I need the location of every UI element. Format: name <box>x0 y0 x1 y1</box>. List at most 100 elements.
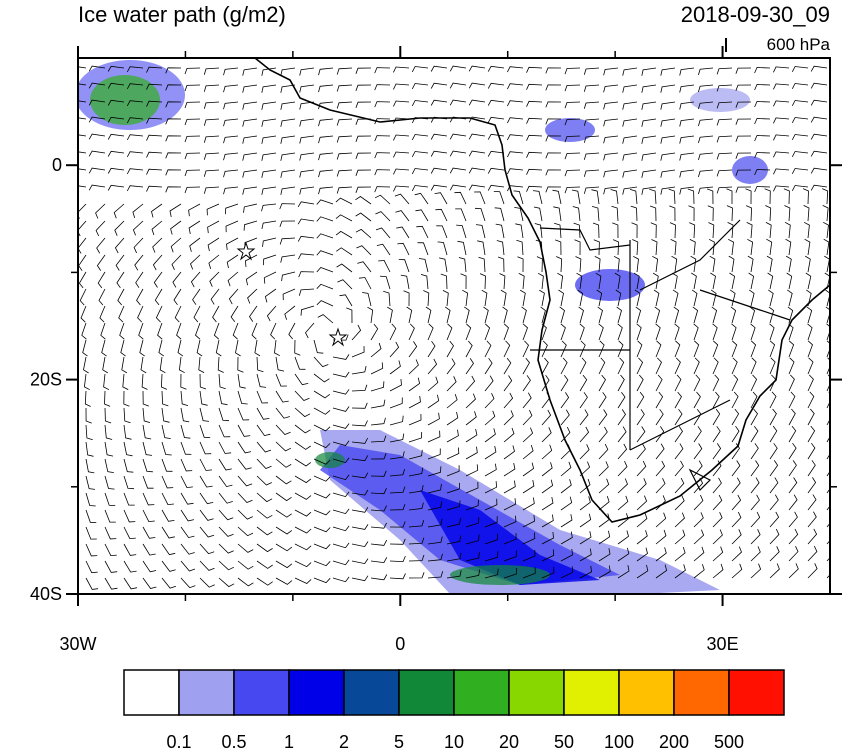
wind-barb <box>218 543 234 554</box>
wind-barb <box>464 306 470 324</box>
wind-barb <box>425 306 432 324</box>
wind-barb <box>769 425 778 443</box>
wind-barb <box>332 371 350 378</box>
wind-barb <box>335 197 353 205</box>
wind-barb <box>750 323 756 341</box>
wind-barb <box>803 221 810 239</box>
wind-barb <box>212 305 220 323</box>
wind-barb <box>430 150 448 157</box>
wind-barb <box>165 118 182 125</box>
wind-barb <box>598 409 608 426</box>
wind-barb <box>769 374 776 392</box>
wind-barb <box>180 390 189 406</box>
wind-barb <box>560 479 572 494</box>
wind-barb <box>427 430 441 443</box>
wind-barb <box>416 225 429 239</box>
wind-barb <box>275 560 293 569</box>
wind-barb <box>503 498 517 511</box>
wind-barb <box>104 577 118 590</box>
wind-barb <box>375 227 391 239</box>
wind-barb <box>339 294 353 307</box>
wind-barb <box>180 424 191 439</box>
wind-barb <box>161 441 172 456</box>
wind-barb <box>199 424 211 438</box>
wind-barb <box>275 441 292 452</box>
wind-barb <box>522 515 536 528</box>
wind-barb <box>217 356 224 373</box>
wind-barb <box>297 218 315 225</box>
wind-barb <box>85 424 93 441</box>
wind-barb <box>785 255 792 273</box>
wind-barb <box>78 168 87 171</box>
wind-barb <box>85 407 92 424</box>
wind-barb <box>297 235 315 242</box>
wind-barb <box>275 390 289 403</box>
wind-barb <box>180 475 193 489</box>
wind-barb <box>522 409 533 426</box>
wind-barb <box>370 323 379 341</box>
wind-barb <box>85 458 95 474</box>
wind-barb <box>617 478 628 494</box>
wind-barb <box>693 529 705 545</box>
wind-barb <box>78 100 87 103</box>
wind-barb <box>503 340 511 358</box>
wind-barb <box>435 208 448 222</box>
wind-barb <box>522 532 536 545</box>
wind-barb <box>679 84 695 93</box>
wind-barb <box>708 238 715 256</box>
wind-barb <box>218 407 230 422</box>
wind-barb <box>503 533 517 545</box>
wind-barb <box>370 488 387 495</box>
x-tick-label: 30E <box>707 634 739 654</box>
wind-barb <box>598 461 609 477</box>
wind-barb <box>362 292 372 307</box>
wind-barb <box>807 425 816 443</box>
wind-barb <box>237 458 252 470</box>
wind-barb <box>674 357 681 375</box>
wind-barb <box>595 272 602 290</box>
wind-barb <box>298 253 315 260</box>
wind-barb <box>190 254 201 270</box>
wind-barb <box>465 534 480 545</box>
wind-barb <box>541 392 551 409</box>
wind-barb <box>107 150 125 157</box>
wind-barb <box>788 357 795 375</box>
wind-barb <box>636 530 648 545</box>
wind-barb <box>712 323 718 341</box>
wind-barb <box>117 288 125 306</box>
wind-barb <box>655 409 664 426</box>
wind-barb <box>791 168 809 174</box>
wind-barb <box>468 99 486 106</box>
wind-barb <box>227 271 239 287</box>
wind-barb <box>545 186 562 193</box>
wind-barb <box>731 374 739 392</box>
wind-barb <box>275 458 292 468</box>
wind-barb <box>370 539 388 546</box>
wind-barb <box>313 492 331 499</box>
wind-barb <box>203 67 220 75</box>
wind-barb <box>406 306 413 324</box>
wind-barb <box>711 306 718 324</box>
wind-barb <box>137 305 144 323</box>
wind-barb <box>408 359 419 375</box>
wind-barb <box>378 259 391 273</box>
wind-barb <box>427 553 443 562</box>
wind-barb <box>579 531 592 545</box>
wind-barb <box>389 341 400 358</box>
wind-barb <box>294 356 306 370</box>
wind-barb <box>669 205 676 222</box>
wind-barb <box>294 492 312 500</box>
wind-barb <box>400 274 410 290</box>
wind-barb <box>805 272 812 290</box>
wind-barb <box>180 577 196 589</box>
wind-barb <box>554 222 562 239</box>
wind-barb <box>313 543 331 550</box>
wind-barb <box>484 551 499 562</box>
wind-barb <box>824 255 830 273</box>
wind-barb <box>218 424 231 438</box>
wind-barb <box>237 526 254 537</box>
wind-barb <box>750 460 760 477</box>
wind-barb <box>184 135 201 143</box>
wind-barb <box>674 426 683 443</box>
wind-barb <box>484 410 496 426</box>
